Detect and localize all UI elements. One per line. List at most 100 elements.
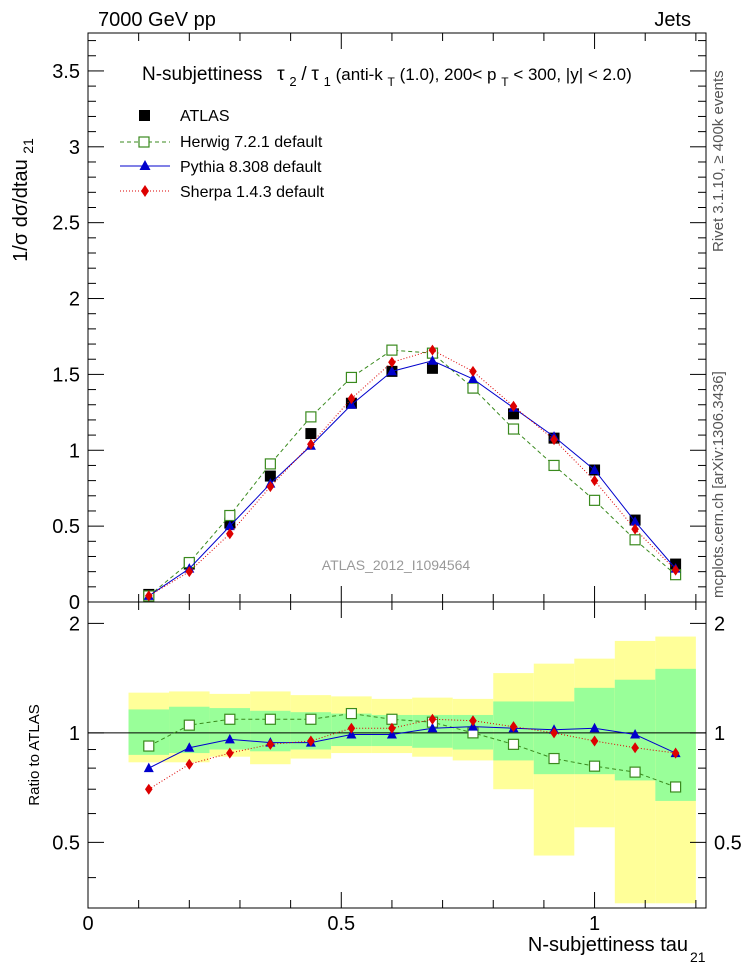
main-y-ticks: 0 0.5 1 1.5 2 2.5 3 3.5 bbox=[52, 33, 706, 614]
ratio-xlabel: N-subjettiness tau bbox=[528, 934, 688, 956]
ratio-point-herwig bbox=[629, 766, 641, 778]
main-point-atlas bbox=[508, 408, 520, 420]
ratio-point-pythia bbox=[143, 762, 154, 773]
main-point-herwig bbox=[305, 411, 317, 423]
ratio-point-herwig bbox=[183, 719, 195, 731]
main-point-atlas bbox=[305, 428, 317, 440]
ratio-x-tick-label: 1 bbox=[589, 913, 600, 935]
title-tau2: τ bbox=[277, 64, 285, 85]
ratio-point-sherpa bbox=[307, 735, 315, 747]
legend-marker-atlas bbox=[139, 110, 150, 121]
main-point-herwig bbox=[467, 382, 479, 394]
main-point-herwig bbox=[588, 494, 601, 506]
title-slash: / bbox=[301, 64, 307, 85]
main-y-tick-label: 0.5 bbox=[52, 516, 80, 538]
ratio-data-marks bbox=[143, 707, 682, 795]
ratio-point-sherpa bbox=[550, 727, 558, 739]
main-point-atlas bbox=[264, 470, 276, 482]
main-point-sherpa bbox=[590, 475, 599, 487]
ratio-point-sherpa bbox=[144, 783, 153, 795]
main-point-sherpa bbox=[144, 590, 153, 602]
legend-label-sherpa: Sherpa 1.4.3 default bbox=[180, 184, 325, 201]
ratio-point-sherpa bbox=[469, 715, 477, 727]
ratio-point-herwig bbox=[345, 707, 358, 720]
main-line-sherpa bbox=[148, 349, 676, 597]
ratio-ticks: 0.5 0.5 1 1 2 2 0 0.5 1 bbox=[52, 602, 742, 935]
title-sub2: 2 bbox=[289, 74, 296, 89]
main-line-herwig bbox=[148, 349, 676, 597]
main-point-herwig bbox=[629, 534, 641, 546]
category-label: Jets bbox=[654, 9, 691, 31]
ratio-point-pythia bbox=[630, 728, 641, 739]
title-sub-t2: T bbox=[501, 75, 509, 89]
energy-label: 7000 GeV pp bbox=[98, 9, 216, 31]
main-point-pythia bbox=[467, 373, 478, 383]
main-point-herwig bbox=[507, 423, 520, 435]
ratio-y-tick-label: 2 bbox=[69, 613, 80, 635]
main-point-herwig bbox=[264, 458, 276, 470]
ratio-point-herwig bbox=[548, 752, 560, 765]
main-y-tick-label: 1.5 bbox=[52, 364, 80, 386]
ratio-point-sherpa bbox=[388, 722, 396, 734]
main-ylabel-sub: 21 bbox=[20, 138, 36, 154]
ratio-x-tick-label: 0 bbox=[82, 913, 93, 935]
ratio-point-sherpa bbox=[671, 747, 680, 759]
title-sub-t1: T bbox=[388, 75, 396, 89]
main-y-tick-label: 1 bbox=[69, 440, 80, 462]
main-y-tick-label: 3.5 bbox=[52, 61, 80, 83]
main-data-marks bbox=[143, 344, 682, 602]
ratio-point-sherpa bbox=[185, 758, 194, 770]
legend-marker-sherpa bbox=[141, 185, 149, 197]
main-y-tick-label: 2.5 bbox=[52, 213, 80, 235]
ratio-y-tick-label-right: 2 bbox=[714, 613, 725, 635]
main-ylabel: 1/σ dσ/dtau 21 bbox=[10, 138, 36, 262]
main-ylabel-text: 1/σ dσ/dtau bbox=[10, 159, 32, 262]
ratio-point-herwig bbox=[305, 713, 317, 725]
main-point-herwig bbox=[345, 371, 358, 384]
main-point-sherpa bbox=[266, 481, 275, 493]
main-point-sherpa bbox=[550, 434, 558, 446]
main-point-sherpa bbox=[469, 365, 477, 377]
ratio-y-tick-label: 0.5 bbox=[52, 832, 80, 854]
main-point-sherpa bbox=[226, 528, 234, 540]
title-tau1: τ bbox=[311, 64, 319, 85]
ratio-point-sherpa bbox=[428, 713, 437, 725]
ratio-point-pythia bbox=[589, 722, 600, 733]
main-point-sherpa bbox=[428, 344, 437, 356]
main-point-sherpa bbox=[185, 566, 194, 578]
title-cut-b: (1.0), 200< p bbox=[400, 65, 497, 84]
ratio-point-sherpa bbox=[631, 742, 639, 754]
ratio-point-herwig bbox=[588, 760, 601, 772]
main-point-pythia bbox=[386, 365, 397, 376]
ratio-uncertainty-bands bbox=[88, 636, 706, 904]
legend-marker-pythia bbox=[139, 160, 151, 170]
ratio-point-sherpa bbox=[347, 722, 356, 734]
main-line-pythia bbox=[148, 360, 676, 597]
ratio-xlabel-sub: 21 bbox=[690, 949, 706, 965]
legend-label-atlas: ATLAS bbox=[180, 108, 230, 125]
main-point-sherpa bbox=[509, 400, 518, 412]
ratio-point-herwig bbox=[264, 713, 276, 725]
ratio-point-pythia bbox=[427, 722, 438, 733]
main-point-pythia bbox=[589, 464, 600, 474]
legend: ATLAS Herwig 7.2.1 default Pythia 8.308 … bbox=[120, 108, 325, 201]
ratio-x-tick-label: 0.5 bbox=[327, 913, 355, 935]
ratio-point-sherpa bbox=[226, 747, 234, 759]
main-point-herwig bbox=[224, 509, 236, 522]
main-point-sherpa bbox=[671, 564, 680, 576]
ratio-band-green bbox=[655, 668, 696, 801]
rivet-side-label: Rivet 3.1.10, ≥ 400k events bbox=[710, 70, 727, 252]
source-side-label: mcplots.cern.ch [arXiv:1306.3436] bbox=[710, 371, 727, 598]
analysis-watermark: ATLAS_2012_I1094564 bbox=[322, 557, 471, 573]
ratio-plot-frame bbox=[87, 601, 707, 909]
ratio-y-tick-label-right: 1 bbox=[714, 723, 725, 745]
main-y-tick-label: 2 bbox=[69, 289, 80, 311]
ratio-point-pythia bbox=[224, 733, 235, 744]
main-point-sherpa bbox=[307, 438, 315, 450]
main-y-tick-label: 0 bbox=[69, 592, 80, 614]
main-point-herwig bbox=[386, 344, 398, 356]
ratio-point-sherpa bbox=[590, 735, 599, 747]
legend-label-herwig: Herwig 7.2.1 default bbox=[180, 134, 323, 151]
ratio-point-pythia bbox=[346, 728, 357, 739]
